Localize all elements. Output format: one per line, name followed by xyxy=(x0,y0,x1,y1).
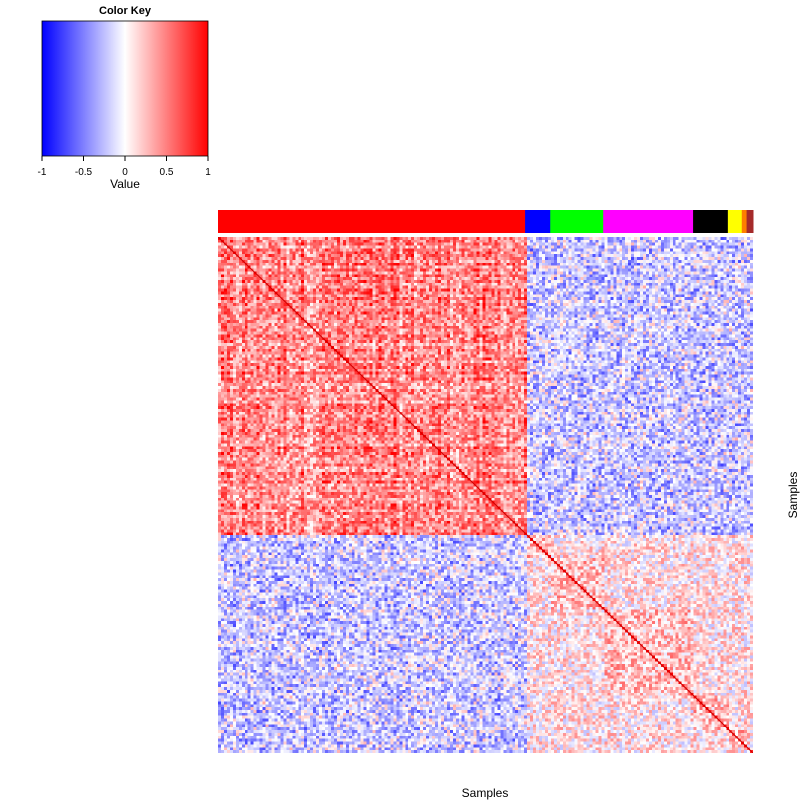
group-color-bar xyxy=(218,210,754,233)
x-axis-label: Samples xyxy=(462,786,509,800)
color-key: Color Key -1 -0.5 0 0.5 1 Value xyxy=(38,5,212,191)
color-key-tick-label: 0 xyxy=(122,167,128,178)
group-bar-segment xyxy=(218,210,526,233)
group-bar-segment xyxy=(727,210,743,233)
group-bar-segment xyxy=(525,210,551,233)
heatmap-diagonal xyxy=(218,237,753,753)
group-bar-segment xyxy=(746,210,754,233)
color-key-ticks: -1 -0.5 0 0.5 1 xyxy=(38,156,211,178)
y-axis-label: Samples xyxy=(786,472,800,519)
color-key-tick-label: 1 xyxy=(205,167,211,178)
color-key-tick-label: -1 xyxy=(38,167,47,178)
color-key-label: Value xyxy=(110,177,140,191)
group-bar-segment xyxy=(550,210,604,233)
color-key-title: Color Key xyxy=(99,5,152,17)
group-bar-segment xyxy=(741,210,748,233)
heatmap-body xyxy=(218,237,753,753)
color-key-tick-label: -0.5 xyxy=(75,167,93,178)
group-bar-segment xyxy=(603,210,694,233)
group-bar-segment xyxy=(693,210,729,233)
color-key-tick-label: 0.5 xyxy=(160,167,174,178)
color-key-gradient xyxy=(41,20,209,157)
